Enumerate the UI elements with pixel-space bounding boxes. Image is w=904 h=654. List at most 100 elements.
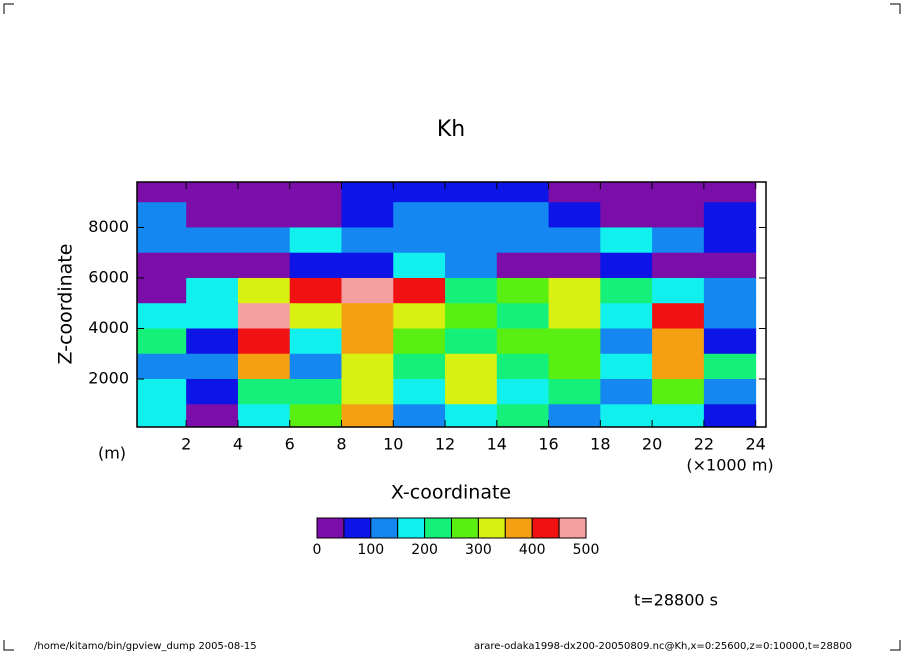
cell	[289, 227, 342, 254]
colorbar-label: 200	[411, 542, 438, 558]
cell	[496, 328, 550, 355]
cell	[600, 277, 653, 304]
cell	[496, 182, 550, 203]
cell	[393, 328, 446, 355]
cell	[548, 252, 601, 279]
cell	[652, 353, 705, 380]
cell	[703, 328, 757, 355]
colorbar-box	[477, 517, 506, 539]
x-tick-label: 14	[487, 435, 507, 454]
cell	[393, 227, 446, 254]
cell	[703, 404, 757, 427]
y-tick-label: 8000	[88, 217, 129, 236]
cell	[341, 379, 394, 405]
x-tick-label: 22	[694, 435, 714, 454]
y-unit: (m)	[98, 444, 126, 463]
cell	[393, 353, 446, 380]
cell	[548, 404, 601, 427]
cell	[186, 277, 239, 304]
cell	[600, 404, 653, 427]
colorbar-box	[451, 517, 479, 539]
annotation: t=28800 s	[634, 591, 718, 610]
cell	[186, 252, 239, 279]
cell	[652, 328, 705, 355]
cell	[137, 303, 187, 329]
x-tick-label: 16	[538, 435, 558, 454]
colorbar-box	[504, 517, 533, 539]
cell	[137, 227, 187, 254]
cell	[137, 202, 187, 228]
y-tick-label: 4000	[88, 318, 129, 337]
x-tick-label: 10	[383, 435, 403, 454]
cell	[445, 252, 498, 279]
footer-right: arare-odaka1998-dx200-20050809.nc@Kh,x=0…	[474, 641, 852, 652]
cell	[289, 303, 342, 329]
x-tick-label: 8	[336, 435, 346, 454]
cell	[496, 303, 550, 329]
cell	[496, 404, 550, 427]
cell	[548, 277, 601, 304]
cell	[137, 404, 187, 427]
cell	[186, 202, 239, 228]
corner-marks	[3, 3, 901, 651]
cell	[652, 182, 705, 203]
y-tick-label: 2000	[88, 369, 129, 388]
cell	[289, 202, 342, 228]
cell	[445, 379, 498, 405]
cell	[341, 328, 394, 355]
cell	[341, 303, 394, 329]
cell	[186, 182, 239, 203]
cell	[652, 303, 705, 329]
cell	[237, 182, 291, 203]
cell	[237, 404, 291, 427]
footer-left: /home/kitamo/bin/gpview_dump 2005-08-15	[34, 641, 257, 652]
y-tick-label: 6000	[88, 267, 129, 286]
cell	[137, 379, 187, 405]
cell	[600, 252, 653, 279]
cell	[341, 404, 394, 427]
cell	[496, 353, 550, 380]
cell	[703, 277, 757, 304]
cell	[445, 353, 498, 380]
cell	[393, 202, 446, 228]
cell	[445, 277, 498, 304]
cell	[289, 404, 342, 427]
cell	[548, 202, 601, 228]
cell	[496, 202, 550, 228]
cell	[703, 379, 757, 405]
cell	[600, 328, 653, 355]
cell	[703, 353, 757, 380]
x-axis-label: X-coordinate	[391, 482, 511, 504]
cell	[445, 303, 498, 329]
cell	[237, 277, 291, 304]
cell	[289, 353, 342, 380]
cell	[186, 303, 239, 329]
cell	[341, 202, 394, 228]
cell	[289, 379, 342, 405]
cell	[186, 227, 239, 254]
cell	[393, 303, 446, 329]
x-tick-label: 12	[435, 435, 455, 454]
cell	[496, 227, 550, 254]
cell	[652, 379, 705, 405]
cell	[548, 303, 601, 329]
cell	[600, 353, 653, 380]
cell	[548, 227, 601, 254]
colorbar-box	[531, 517, 560, 539]
cell	[237, 202, 291, 228]
colorbar-box	[316, 517, 345, 539]
cell	[548, 182, 601, 203]
cell	[393, 252, 446, 279]
cell	[237, 353, 291, 380]
cell	[186, 404, 239, 427]
cell	[393, 277, 446, 304]
colorbar-box	[424, 517, 453, 539]
cell	[652, 227, 705, 254]
cell	[652, 252, 705, 279]
cell	[289, 252, 342, 279]
chart-title: Kh	[437, 117, 465, 142]
cell	[341, 252, 394, 279]
cell	[445, 404, 498, 427]
cell	[289, 277, 342, 304]
